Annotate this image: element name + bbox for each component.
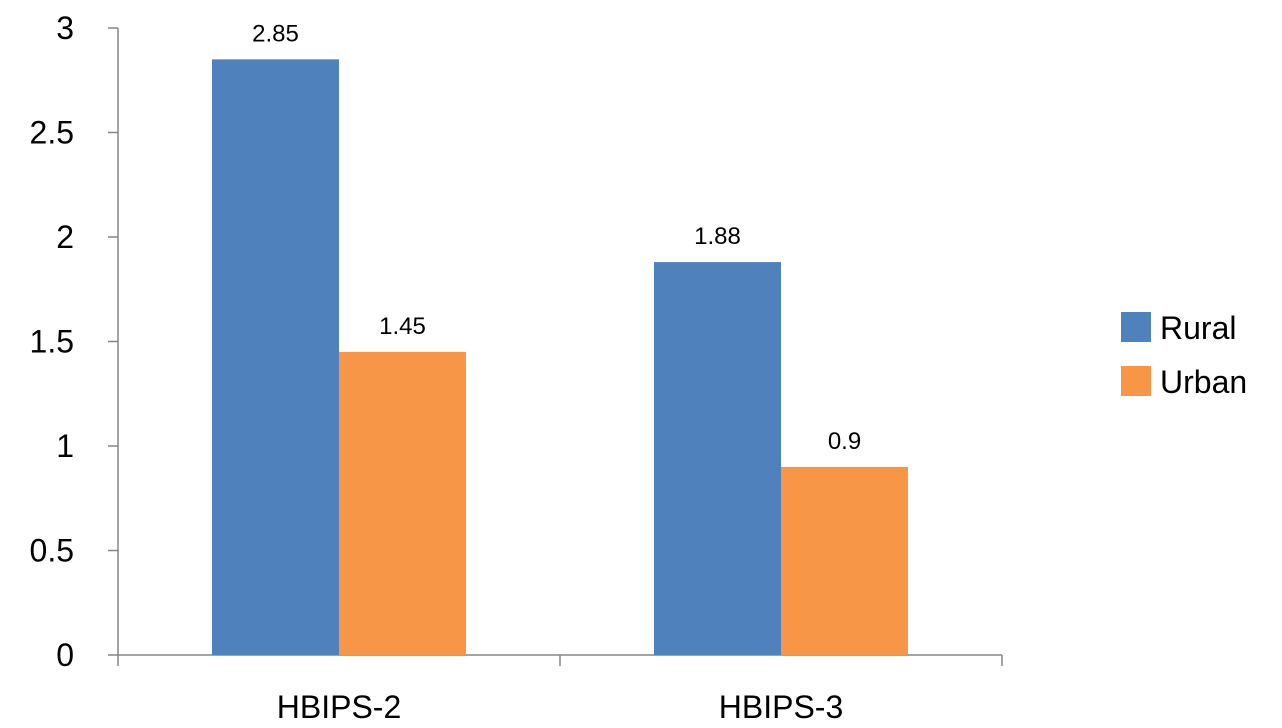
data-label: 2.85 [252,20,299,47]
bar-urban-hbips-2 [339,351,466,655]
category-label: HBIPS-2 [277,689,401,725]
data-label: 1.45 [379,313,426,340]
bar-rural-hbips-2 [212,59,339,656]
x-axis: HBIPS-2 HBIPS-3 [117,654,1003,725]
bar-urban-hbips-3 [781,466,908,655]
bar-rural-hbips-3 [654,262,781,655]
data-labels-group: 2.85 1.88 1.45 0.9 [252,20,861,455]
y-tick-label: 1.5 [30,324,74,360]
legend-swatch-rural [1121,312,1151,342]
y-axis: 0 0.5 1 1.5 2 2.5 3 [30,10,119,673]
data-label: 1.88 [694,223,741,250]
bar-series-group [212,59,908,656]
legend-label-urban: Urban [1160,364,1247,400]
y-tick-label: 1 [56,428,74,464]
category-label: HBIPS-3 [719,689,843,725]
legend-swatch-urban [1121,366,1151,396]
legend: Rural Urban [1121,310,1247,400]
y-tick-label: 0 [56,637,74,673]
legend-label-rural: Rural [1160,310,1236,346]
y-tick-label: 2.5 [30,115,74,151]
y-tick-label: 3 [56,10,74,46]
data-label: 0.9 [828,428,861,455]
y-tick-label: 0.5 [30,533,74,569]
y-tick-label: 2 [56,219,74,255]
